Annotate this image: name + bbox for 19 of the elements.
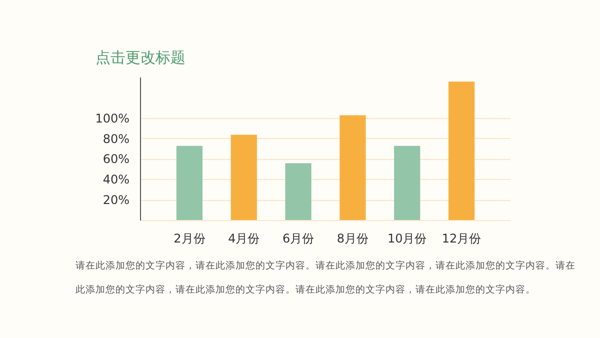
bar bbox=[285, 163, 312, 220]
x-tick-label: 4月份 bbox=[228, 232, 260, 246]
y-tick-label: 100% bbox=[95, 111, 130, 126]
x-tick-label: 10月份 bbox=[387, 232, 427, 246]
y-tick-label: 80% bbox=[102, 132, 130, 146]
x-tick-label: 8月份 bbox=[336, 232, 369, 246]
y-tick-label: 20% bbox=[102, 193, 130, 208]
bar bbox=[394, 146, 420, 220]
y-tick-label: 40% bbox=[102, 172, 130, 187]
y-tick-label: 60% bbox=[102, 152, 130, 166]
bar bbox=[448, 82, 475, 220]
bar bbox=[340, 115, 366, 220]
x-tick-label: 12月份 bbox=[442, 232, 482, 246]
x-tick-label: 2月份 bbox=[174, 232, 206, 246]
text: 请在此添加您的文字内容，请在此添加您的文字内容。请在此添加您的文字内容，请在此添加您的文字内容。请在此添加您的文字内容，请在此添加您的文字内容。请在此添加您的文字内容，请在此添加您的文字内容。 bbox=[76, 260, 576, 296]
bar bbox=[176, 146, 203, 220]
x-tick-label: 6月份 bbox=[282, 232, 314, 246]
chart-title: 点击更改标题 bbox=[96, 48, 186, 66]
bar bbox=[230, 134, 257, 220]
